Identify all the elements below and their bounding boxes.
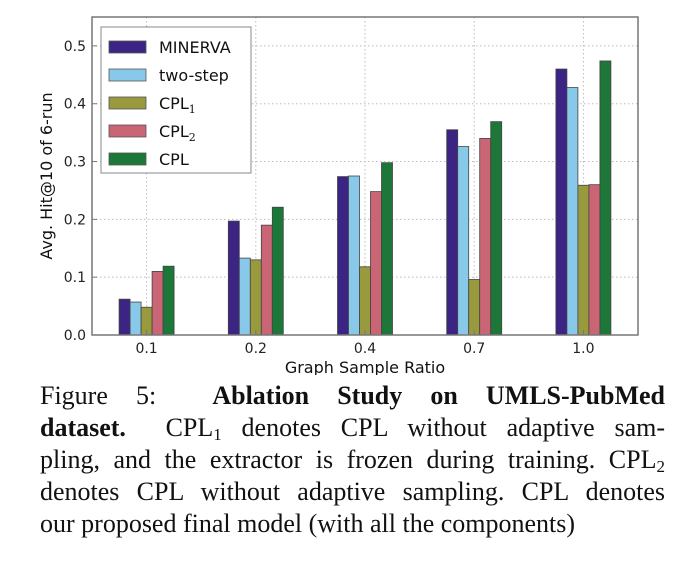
bar-cpl1-0.7	[468, 279, 481, 336]
caption-text: CPL	[165, 413, 214, 442]
bar-cpl1-0.4	[359, 266, 371, 336]
y-axis-ticks: 0.0 0.1 0.2 0.3 0.4 0.5	[64, 39, 97, 344]
caption-title-end: dataset.	[40, 413, 126, 442]
caption-line-5: our proposed final model (with all the c…	[40, 509, 576, 538]
y-tick-label: 0.3	[64, 155, 86, 171]
legend-label-minerva: MINERVA	[159, 38, 231, 57]
legend-swatch-minerva	[108, 40, 147, 54]
legend-swatch-cpl	[108, 152, 147, 166]
bar-cpl-0.2	[271, 206, 284, 336]
legend-swatch-cpl2	[108, 124, 147, 138]
legend-label-cpl1: CPL1	[159, 94, 196, 116]
bar-cpl2-0.2	[260, 224, 273, 336]
bars	[118, 60, 612, 336]
legend-label-text: CPL	[159, 150, 189, 169]
legend-label-text: CPL	[159, 122, 189, 141]
caption-title: Ablation Study on UMLS-PubMed	[212, 381, 665, 410]
y-axis-label: Avg. Hit@10 of 6-run	[37, 92, 56, 259]
figure-label: Figure 5:	[40, 381, 157, 410]
x-axis-label: Graph Sample Ratio	[285, 358, 445, 375]
y-tick-label: 0.2	[64, 212, 86, 228]
bar-cpl-1.0	[599, 60, 612, 336]
bar-two-step-0.4	[348, 175, 360, 336]
caption-line-4: denotes CPL without adaptive sampling. C…	[40, 477, 665, 506]
legend-label-two-step: two-step	[159, 66, 229, 85]
bar-two-step-0.2	[238, 257, 251, 336]
bar-cpl2-0.4	[370, 191, 382, 336]
x-tick-label: 1.0	[572, 341, 594, 357]
bar-chart: 0.0 0.1 0.2 0.3 0.4 0.5 0.1 0.2 0.4 0.7 1.0 Graph…	[37, 16, 639, 375]
legend-label-cpl2: CPL2	[159, 122, 196, 144]
x-axis-ticks: 0.1 0.2 0.4 0.7 1.0	[135, 330, 595, 357]
legend-label-cpl: CPL	[159, 150, 189, 169]
caption-line-2: dataset. CPL1 denotes CPL without adapti…	[40, 412, 665, 444]
x-tick-label: 0.7	[463, 341, 485, 357]
caption-line-1: Figure 5: Ablation Study on UMLS-PubMed	[40, 380, 665, 412]
bar-cpl2-1.0	[588, 184, 601, 336]
y-tick-label: 0.0	[64, 328, 86, 344]
legend-label-text: MINERVA	[159, 38, 231, 57]
bar-two-step-1.0	[566, 87, 579, 336]
caption-subscript: 1	[213, 425, 222, 444]
bar-cpl-0.7	[490, 121, 503, 336]
x-tick-label: 0.1	[135, 341, 157, 357]
bar-minerva-0.1	[118, 298, 131, 336]
legend-swatch-two-step	[108, 68, 147, 82]
bar-minerva-1.0	[555, 68, 568, 336]
legend-label-text: CPL	[159, 94, 189, 113]
y-tick-label: 0.4	[64, 97, 86, 113]
legend-label-subscript: 2	[189, 131, 196, 144]
bar-cpl2-0.1	[151, 270, 164, 336]
y-tick-label: 0.1	[64, 270, 86, 286]
x-tick-label: 0.4	[354, 341, 376, 357]
x-tick-label: 0.2	[245, 341, 267, 357]
bar-minerva-0.7	[446, 129, 459, 336]
bar-two-step-0.1	[129, 301, 142, 336]
bar-minerva-0.4	[337, 176, 349, 336]
bar-two-step-0.7	[457, 146, 470, 336]
caption-text: pling, and the extractor is frozen durin…	[40, 445, 657, 474]
bar-cpl-0.4	[381, 162, 393, 336]
bar-minerva-0.2	[227, 220, 240, 336]
legend-swatch-cpl1	[108, 96, 147, 110]
bar-cpl1-0.2	[249, 259, 262, 336]
legend-label-text: two-step	[159, 66, 229, 85]
caption-subscript: 2	[656, 457, 666, 476]
figure-caption: Figure 5: Ablation Study on UMLS-PubMed …	[40, 380, 665, 540]
y-tick-label: 0.5	[64, 39, 86, 55]
bar-cpl-0.1	[162, 265, 175, 336]
caption-text: denotes CPL without adaptive sam-	[221, 413, 665, 442]
bar-cpl2-0.7	[479, 138, 492, 336]
caption-line-3: pling, and the extractor is frozen durin…	[40, 444, 665, 476]
legend-label-subscript: 1	[189, 103, 196, 116]
bar-cpl1-1.0	[577, 184, 590, 336]
